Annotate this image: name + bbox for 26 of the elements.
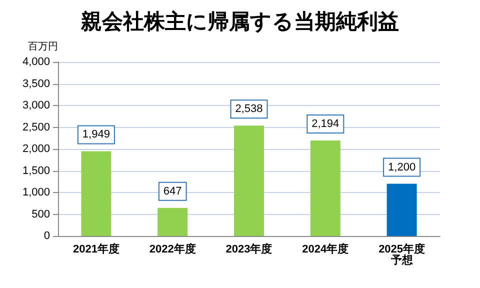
y-tick-label: 1,000 [22,186,50,198]
x-tick-label: 2021年度 [72,242,120,256]
data-label: 2,194 [312,118,340,130]
chart-title: 親会社株主に帰属する当期純利益 [80,10,399,34]
bar [310,140,340,236]
x-tick-label: 2024年度 [302,242,349,256]
data-label: 2,538 [235,103,263,116]
y-tick-label: 3,500 [22,78,50,90]
y-tick-label: 2,500 [22,121,50,134]
y-axis-title: 百万円 [28,42,58,52]
x-tick-label: 2025年度予想 [378,242,426,266]
bar [234,126,264,236]
bar [158,208,188,236]
y-tick-label: 2,000 [22,143,50,155]
x-tick-label: 2022年度 [149,242,196,256]
data-label: 1,949 [82,128,110,141]
y-tick-label: 500 [32,208,50,220]
bar [81,151,112,236]
data-label: 1,200 [388,161,416,174]
y-tick-label: 0 [44,230,50,242]
y-tick-label: 1,500 [22,164,50,177]
bar [386,184,417,236]
y-tick-label: 4,000 [22,56,50,68]
data-label: 647 [163,185,182,198]
x-tick-label: 2023年度 [226,242,272,256]
y-tick-label: 3,000 [22,100,50,112]
